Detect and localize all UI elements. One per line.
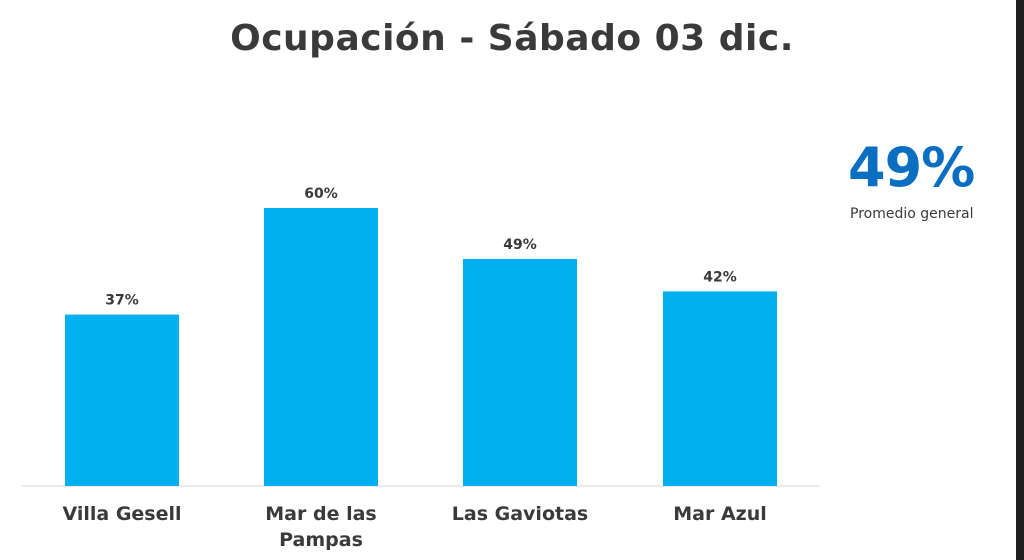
value-label-las-gaviotas: 49% (503, 237, 537, 253)
category-label-mar-de-las-pampas: Mar de las Pampas (265, 503, 376, 551)
category-label-line: Villa Gesell (62, 503, 181, 525)
category-label-line: Pampas (279, 529, 363, 551)
value-label-villa-gesell: 37% (105, 293, 139, 309)
chart-title: Ocupación - Sábado 03 dic. (230, 18, 794, 59)
bar-villa-gesell (65, 314, 179, 486)
bar-las-gaviotas (463, 258, 577, 486)
category-label-line: Las Gaviotas (452, 503, 588, 525)
value-label-mar-de-las-pampas: 60% (304, 186, 338, 202)
value-label-mar-azul: 42% (703, 269, 737, 285)
category-label-line: Mar Azul (673, 503, 767, 525)
bar-mar-de-las-pampas (264, 208, 378, 486)
bar-mar-azul (663, 291, 777, 486)
category-label-villa-gesell: Villa Gesell (62, 503, 181, 525)
average-label: Promedio general (850, 206, 974, 222)
category-label-mar-azul: Mar Azul (673, 503, 767, 525)
category-label-las-gaviotas: Las Gaviotas (452, 503, 588, 525)
category-label-line: Mar de las (265, 503, 376, 525)
window-edge (1016, 0, 1024, 560)
average-value: 49% (848, 136, 975, 199)
